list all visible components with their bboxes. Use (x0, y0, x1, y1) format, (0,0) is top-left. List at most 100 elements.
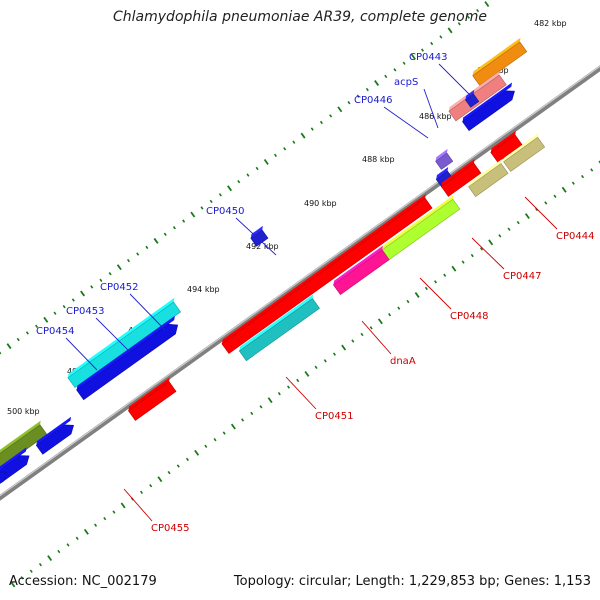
gene-feature-highlight (441, 159, 475, 187)
reverse-scale-tick (406, 299, 410, 304)
forward-scale-tick (200, 206, 204, 210)
reverse-scale-tick (47, 555, 53, 562)
reverse-scale-tick (38, 562, 42, 567)
reverse-scale-tick (66, 543, 70, 547)
gene-label-line (383, 106, 429, 139)
reverse-scale-tick (296, 378, 300, 383)
reverse-scale-tick (516, 220, 520, 225)
forward-scale-tick (292, 140, 296, 144)
reverse-scale-tick (479, 247, 483, 251)
forward-scale-tick (329, 114, 333, 118)
gene-feature (464, 93, 480, 108)
reverse-scale-tick (222, 431, 226, 435)
gene-feature-highlight (0, 447, 27, 471)
gene-feature-highlight (36, 416, 72, 446)
forward-scale-tick (190, 211, 196, 218)
gene-feature-highlight (472, 37, 521, 76)
forward-scale-tick (384, 74, 388, 79)
gene-feature (468, 163, 509, 198)
gene-label[interactable]: acpS (394, 77, 418, 88)
forward-scale-tick (283, 147, 287, 151)
gene-feature (0, 471, 7, 484)
gene-label[interactable]: CP0454 (36, 326, 74, 337)
forward-scale-tick (71, 298, 75, 302)
map-title: Chlamydophila pneumoniae AR39, complete … (113, 9, 487, 25)
reverse-scale-tick (185, 457, 189, 462)
gene-feature-highlight (378, 195, 454, 253)
gene-label-line (423, 88, 439, 129)
reverse-scale-tick (314, 365, 318, 370)
reverse-scale-tick (332, 352, 336, 356)
gene-label-line (235, 217, 277, 256)
forward-scale-tick (402, 61, 406, 65)
reverse-scale-tick (553, 194, 557, 198)
reverse-scale-tick (230, 423, 236, 430)
accession-text: Accession: NC_002179 (9, 574, 157, 589)
forward-scale-tick (365, 87, 369, 92)
forward-scale-tick (80, 290, 86, 297)
gene-label[interactable]: CP0452 (100, 282, 138, 293)
reverse-scale-tick (204, 444, 208, 448)
gene-feature-highlight (76, 315, 175, 390)
gene-label-line (361, 320, 392, 355)
gene-label[interactable]: CP0450 (206, 206, 244, 217)
gene-feature (221, 197, 433, 354)
gene-label[interactable]: dnaA (390, 356, 416, 367)
forward-scale-tick (108, 272, 112, 276)
gene-feature-highlight (250, 225, 263, 239)
forward-scale-tick (43, 316, 49, 323)
gene-label[interactable]: CP0455 (151, 523, 189, 534)
genome-backbone (0, 65, 600, 501)
reverse-scale-tick (120, 502, 126, 509)
forward-scale-tick (145, 245, 149, 250)
reverse-scale-tick (57, 549, 61, 554)
gene-label[interactable]: CP0443 (409, 52, 447, 63)
forward-scale-tick (6, 343, 12, 350)
reverse-scale-tick (470, 253, 474, 258)
gene-label[interactable]: CP0444 (556, 231, 594, 242)
reverse-scale-tick (323, 359, 327, 363)
forward-scale-tick (337, 106, 343, 113)
gene-label-lines (65, 63, 558, 522)
reverse-scale-tick (498, 234, 502, 238)
reverse-scale-tick (507, 227, 511, 231)
gene-feature-highlight (435, 148, 448, 162)
scale-label: 500 kbp (7, 407, 40, 416)
gene-label[interactable]: CP0453 (66, 306, 104, 317)
scale-label: 492 kbp (246, 242, 279, 251)
reverse-scale-tick (544, 201, 548, 205)
gene-label[interactable]: CP0451 (315, 411, 353, 422)
reverse-scale-tick (488, 239, 494, 246)
gene-label[interactable]: CP0446 (354, 95, 392, 106)
forward-scale-tick (0, 351, 2, 355)
reverse-scale-tick (250, 411, 254, 416)
forward-scale-tick (209, 199, 213, 204)
forward-scale-tick (35, 324, 39, 329)
reverse-scale-tick (369, 326, 373, 330)
gene-label[interactable]: CP0447 (503, 271, 541, 282)
reverse-scale-ticks (10, 160, 600, 588)
gene-feature (448, 74, 507, 122)
gene-feature-highlight (490, 130, 516, 153)
gene-feature (332, 249, 390, 296)
gene-feature (462, 90, 515, 132)
reverse-scale-tick (304, 370, 310, 377)
reverse-scale-tick (213, 438, 217, 442)
forward-scale-tick (153, 237, 159, 244)
forward-scale-ticks (0, 1, 490, 355)
gene-feature (472, 41, 528, 86)
reverse-scale-tick (451, 265, 457, 272)
gene-label[interactable]: CP0448 (450, 311, 488, 322)
gene-feature-highlight (503, 133, 539, 162)
reverse-scale-tick (360, 332, 364, 337)
forward-scale-tick (16, 337, 20, 342)
gene-feature-highlight (462, 82, 512, 122)
forward-scale-tick (237, 179, 241, 184)
gene-feature-highlight (67, 297, 175, 378)
forward-scale-tick (263, 158, 269, 165)
reverse-scale-tick (277, 391, 281, 396)
reverse-scale-tick (561, 186, 567, 193)
reverse-scale-tick (83, 528, 89, 535)
